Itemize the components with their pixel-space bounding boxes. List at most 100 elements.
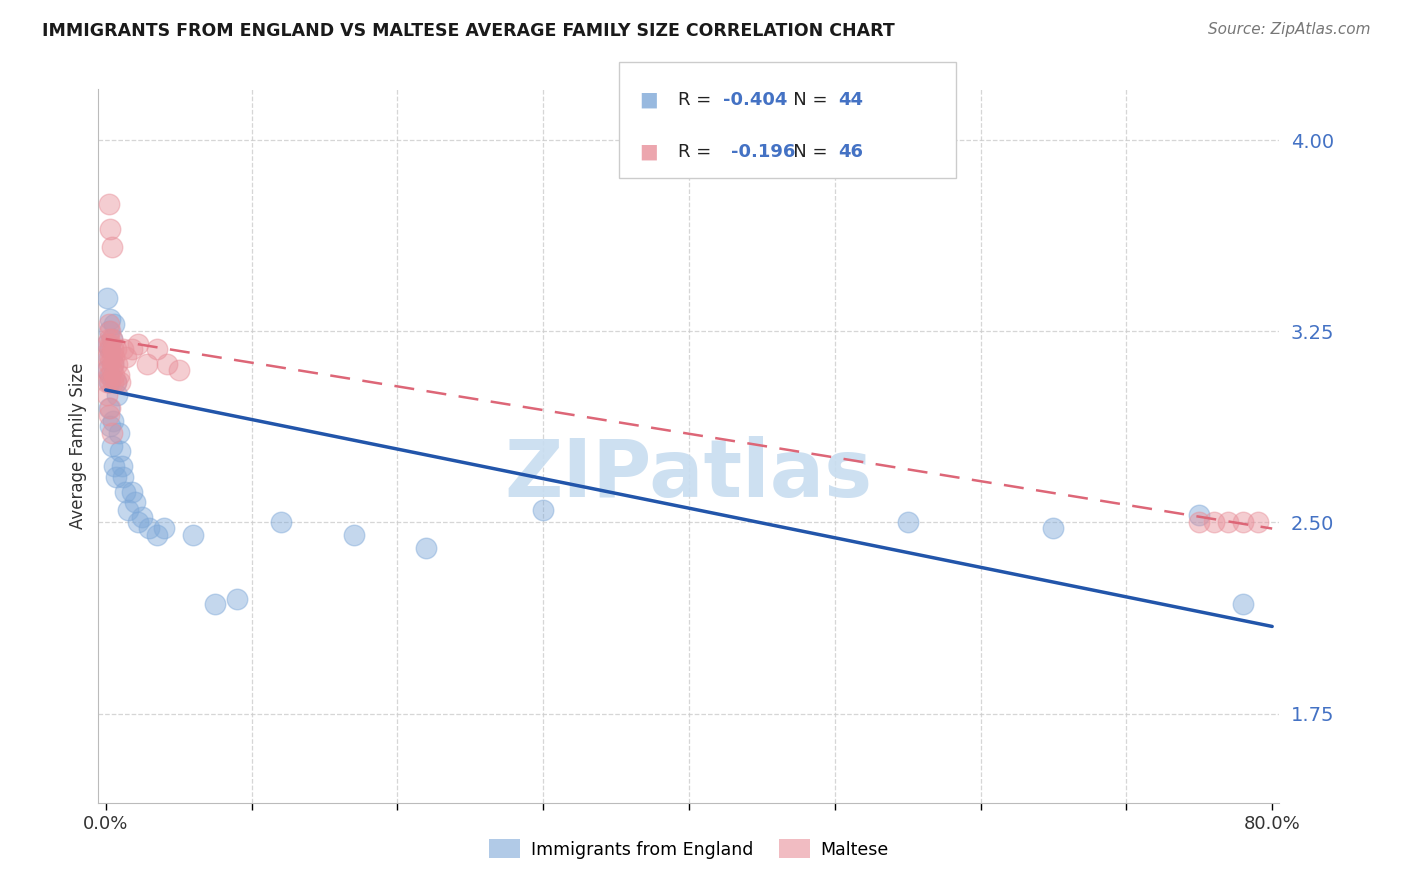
Point — [104, 376, 127, 390]
Point — [101, 342, 124, 356]
Point — [121, 484, 143, 499]
Point — [110, 444, 132, 458]
Text: R =: R = — [678, 143, 723, 161]
Text: R =: R = — [678, 91, 717, 109]
Point — [97, 376, 120, 390]
Point — [115, 350, 138, 364]
Point — [167, 362, 190, 376]
Point — [138, 520, 160, 534]
Point — [1188, 516, 1211, 530]
Point — [97, 368, 120, 382]
Point — [135, 358, 157, 372]
Point — [181, 528, 204, 542]
Text: Source: ZipAtlas.com: Source: ZipAtlas.com — [1208, 22, 1371, 37]
Point — [96, 291, 118, 305]
Point — [100, 332, 122, 346]
Point — [342, 528, 364, 542]
Point — [96, 362, 118, 376]
Point — [101, 358, 124, 372]
Point — [97, 401, 120, 415]
Y-axis label: Average Family Size: Average Family Size — [69, 363, 87, 529]
Point — [103, 317, 125, 331]
Point — [96, 350, 118, 364]
Point — [124, 495, 146, 509]
Text: ▪: ▪ — [638, 137, 659, 166]
Point — [145, 528, 167, 542]
Point — [104, 469, 127, 483]
Text: 44: 44 — [838, 91, 863, 109]
Point — [96, 337, 118, 351]
Point — [96, 388, 118, 402]
Point — [108, 426, 131, 441]
Point — [98, 342, 121, 356]
Text: ▪: ▪ — [638, 86, 659, 114]
Point — [1246, 516, 1268, 530]
Point — [98, 368, 121, 382]
Text: IMMIGRANTS FROM ENGLAND VS MALTESE AVERAGE FAMILY SIZE CORRELATION CHART: IMMIGRANTS FROM ENGLAND VS MALTESE AVERA… — [42, 22, 896, 40]
Point — [104, 376, 127, 390]
Point — [103, 459, 125, 474]
Point — [897, 516, 920, 530]
Point — [97, 197, 120, 211]
Point — [100, 426, 122, 441]
Point — [97, 409, 120, 423]
Point — [101, 413, 124, 427]
Point — [97, 350, 120, 364]
Point — [127, 516, 149, 530]
Point — [111, 459, 134, 474]
Point — [131, 510, 153, 524]
Point — [114, 484, 136, 499]
Text: -0.196: -0.196 — [731, 143, 796, 161]
Point — [204, 597, 226, 611]
Point — [112, 469, 135, 483]
Point — [97, 332, 120, 346]
Point — [105, 388, 128, 402]
Point — [1218, 516, 1240, 530]
Point — [121, 342, 143, 356]
Point — [1188, 508, 1211, 522]
Point — [145, 342, 167, 356]
Point — [97, 317, 120, 331]
Point — [98, 401, 121, 415]
Point — [117, 502, 139, 516]
Point — [98, 324, 121, 338]
Text: 46: 46 — [838, 143, 863, 161]
Point — [100, 332, 122, 346]
Point — [97, 358, 120, 372]
Point — [100, 350, 122, 364]
Point — [97, 342, 120, 356]
Point — [415, 541, 437, 555]
Point — [100, 439, 122, 453]
Point — [270, 516, 292, 530]
Point — [101, 358, 124, 372]
Point — [1232, 597, 1254, 611]
Point — [531, 502, 554, 516]
Point — [103, 368, 125, 382]
Point — [96, 362, 118, 376]
Point — [104, 342, 127, 356]
Point — [101, 376, 124, 390]
Legend: Immigrants from England, Maltese: Immigrants from England, Maltese — [482, 832, 896, 865]
Point — [108, 368, 131, 382]
Point — [1232, 516, 1254, 530]
Point — [98, 337, 121, 351]
Point — [103, 350, 125, 364]
Point — [98, 418, 121, 433]
Point — [156, 358, 179, 372]
Point — [1202, 516, 1225, 530]
Point — [153, 520, 176, 534]
Point — [100, 362, 122, 376]
Point — [96, 376, 118, 390]
Point — [100, 240, 122, 254]
Point — [97, 324, 120, 338]
Point — [1042, 520, 1064, 534]
Text: N =: N = — [776, 91, 834, 109]
Text: N =: N = — [776, 143, 834, 161]
Point — [98, 350, 121, 364]
Point — [226, 591, 249, 606]
Point — [98, 311, 121, 326]
Point — [105, 358, 128, 372]
Text: -0.404: -0.404 — [723, 91, 787, 109]
Point — [110, 376, 132, 390]
Point — [127, 337, 149, 351]
